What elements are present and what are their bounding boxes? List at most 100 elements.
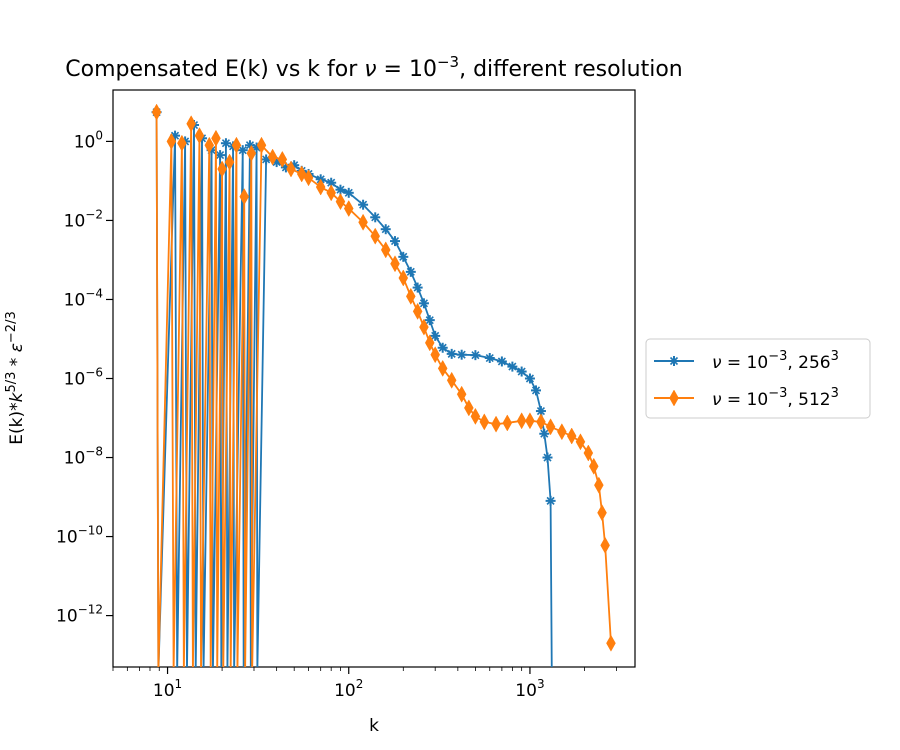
data-point-0-40 xyxy=(412,282,423,293)
series-layer xyxy=(151,103,616,667)
data-point-1-49 xyxy=(479,413,490,431)
data-point-0-44 xyxy=(437,342,448,353)
legend-marker-glyph-0 xyxy=(669,356,679,366)
data-point-1-56 xyxy=(557,423,567,441)
data-point-1-14 xyxy=(217,160,227,178)
data-point-1-39 xyxy=(406,287,416,305)
data-point-1-31 xyxy=(326,184,336,202)
data-point-0-48 xyxy=(484,353,495,364)
data-point-1-52 xyxy=(516,412,527,430)
y-axis-label: E(k)*k5/3 * ε−2/3 xyxy=(4,311,27,444)
data-point-1-18 xyxy=(231,136,242,154)
data-point-0-37 xyxy=(390,236,401,247)
y-tick-label-5: 10−10 xyxy=(56,524,103,548)
data-point-0-45 xyxy=(446,348,457,359)
data-point-1-53 xyxy=(525,412,535,430)
data-point-0-36 xyxy=(380,224,391,235)
data-point-1-32 xyxy=(335,193,346,211)
data-point-1-33 xyxy=(343,200,354,218)
data-point-1-62 xyxy=(597,504,607,522)
legend-marker-256 xyxy=(669,356,679,366)
data-point-0-35 xyxy=(370,212,381,223)
data-point-0-47 xyxy=(470,350,481,361)
data-point-0-57 xyxy=(545,495,556,506)
data-point-1-46 xyxy=(456,385,467,403)
data-point-1-4 xyxy=(177,134,187,152)
data-point-1-58 xyxy=(575,433,586,451)
y-tick-label-1: 10−2 xyxy=(64,207,103,231)
data-point-0-43 xyxy=(430,330,441,341)
data-point-1-44 xyxy=(437,359,448,377)
data-point-0-51 xyxy=(516,366,527,377)
legend: ν = 10−3, 2563 ν = 10−3, 5123 xyxy=(645,338,871,419)
data-point-0-41 xyxy=(418,298,429,309)
y-tick-label-4: 10−8 xyxy=(64,445,103,469)
legend-label-256: ν = 10−3, 2563 xyxy=(712,349,839,373)
data-point-1-37 xyxy=(390,255,400,273)
y-axis: 100 10−2 10−4 10−6 10−8 10−10 10−12 xyxy=(56,128,113,627)
data-point-0-50 xyxy=(507,361,518,372)
chart-title: Compensated E(k) vs k for ν = 10−3, diff… xyxy=(65,53,683,82)
data-point-1-41 xyxy=(419,318,429,336)
data-point-0-18 xyxy=(237,145,248,156)
data-point-1-8 xyxy=(194,127,205,145)
data-point-1-12 xyxy=(211,129,221,147)
data-point-1-36 xyxy=(380,241,391,259)
data-point-0-55 xyxy=(539,428,550,439)
data-point-1-26 xyxy=(277,150,288,168)
data-point-1-64 xyxy=(606,634,616,652)
data-point-1-34 xyxy=(358,213,368,231)
y-tick-label-2: 10−4 xyxy=(64,286,103,310)
series-1 xyxy=(151,103,616,667)
data-point-1-55 xyxy=(545,418,556,436)
data-point-0-22 xyxy=(251,142,262,153)
legend-label-512: ν = 10−3, 5123 xyxy=(712,386,839,410)
x-axis-label: k xyxy=(369,716,379,736)
data-point-0-32 xyxy=(335,184,346,195)
x-axis: 101 102 103 xyxy=(112,667,617,701)
data-point-1-25 xyxy=(267,148,278,166)
y-tick-label-3: 10−6 xyxy=(64,366,103,390)
data-point-1-20 xyxy=(239,188,250,206)
x-tick-label-0: 101 xyxy=(153,677,182,701)
data-point-0-46 xyxy=(456,349,467,360)
data-point-1-24 xyxy=(256,136,267,154)
data-point-1-45 xyxy=(446,371,457,389)
data-point-1-30 xyxy=(315,178,326,196)
data-point-0-38 xyxy=(398,251,409,262)
data-point-1-38 xyxy=(398,269,409,287)
data-point-1-35 xyxy=(370,227,381,245)
data-point-1-0 xyxy=(151,103,162,121)
data-point-1-63 xyxy=(600,536,610,554)
data-point-0-33 xyxy=(343,187,354,198)
data-point-1-54 xyxy=(536,413,546,431)
data-point-1-48 xyxy=(470,407,481,425)
data-point-1-40 xyxy=(412,302,423,320)
data-point-0-52 xyxy=(524,373,535,384)
data-point-0-34 xyxy=(358,199,369,210)
data-point-1-42 xyxy=(424,334,435,352)
data-point-1-6 xyxy=(186,115,196,133)
data-point-1-57 xyxy=(566,427,577,445)
data-point-1-61 xyxy=(594,476,604,494)
data-point-0-39 xyxy=(405,266,416,277)
data-point-1-2 xyxy=(166,132,177,150)
x-tick-label-1: 102 xyxy=(334,677,363,701)
data-point-1-16 xyxy=(224,153,235,171)
y-tick-label-6: 10−12 xyxy=(56,603,103,627)
legend-marker-glyph-1 xyxy=(669,389,679,407)
data-point-1-47 xyxy=(464,399,474,417)
data-point-1-51 xyxy=(502,414,513,432)
x-tick-label-2: 103 xyxy=(515,677,544,701)
data-point-1-22 xyxy=(246,144,257,162)
data-point-1-50 xyxy=(491,415,501,433)
data-point-1-60 xyxy=(588,457,599,475)
y-tick-label-0: 100 xyxy=(74,128,103,152)
legend-box xyxy=(645,338,871,419)
data-point-1-27 xyxy=(286,160,296,178)
data-point-0-53 xyxy=(531,385,542,396)
data-point-0-49 xyxy=(496,356,507,367)
data-point-1-43 xyxy=(430,346,440,364)
data-point-1-59 xyxy=(583,444,594,462)
